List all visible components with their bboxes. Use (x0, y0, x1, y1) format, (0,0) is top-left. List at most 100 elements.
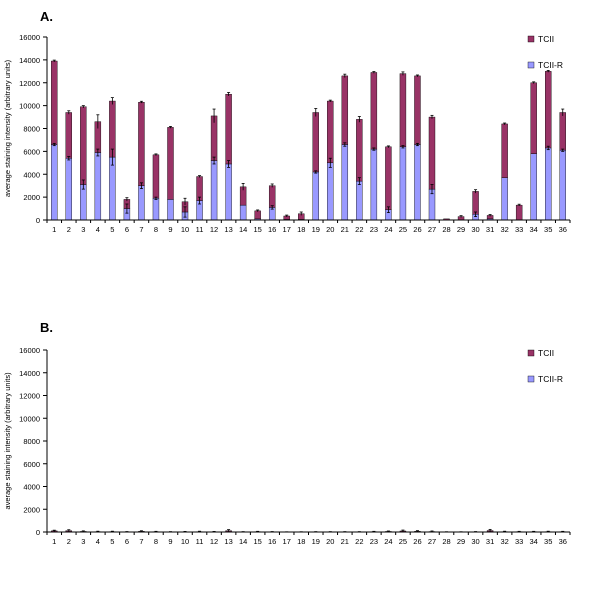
y-tick-label: 6000 (23, 460, 40, 469)
legend-label-tcii-r: TCII-R (538, 60, 563, 70)
bar-tcii (530, 82, 537, 154)
x-tick-label: 25 (399, 225, 407, 234)
bar-tcii (341, 75, 349, 145)
x-tick-label: 23 (370, 225, 378, 234)
x-tick-label: 34 (530, 537, 538, 546)
x-tick-label: 2 (67, 225, 71, 234)
chart-a: 0 2000 4000 6000 8000 10000 12000 14000 16000 ave… (3, 33, 571, 234)
x-tick-label: 4 (96, 225, 100, 234)
bar-tcii (414, 75, 421, 145)
x-tick-label: 3 (81, 537, 85, 546)
x-tick-label: 8 (154, 537, 158, 546)
y-tick-label: 2000 (23, 193, 40, 202)
x-tick-label: 18 (297, 537, 305, 546)
x-tick-label: 1 (52, 225, 56, 234)
bar-tcii (327, 100, 334, 164)
x-tick-label: 27 (428, 225, 436, 234)
x-tick-label: 22 (355, 537, 363, 546)
bar-tcii (225, 93, 232, 165)
bar-tcii (152, 154, 160, 199)
bar-tcii (80, 106, 87, 185)
bar-tcii (385, 146, 392, 210)
bar-tcii-r (94, 152, 102, 221)
legend-label-tcii: TCII (538, 34, 554, 44)
x-tick-label: 31 (486, 225, 494, 234)
y-tick-label: 12000 (19, 392, 40, 401)
bar-tcii-r (109, 156, 116, 221)
legend-swatch-tcii (527, 349, 535, 357)
bar-tcii-r (210, 160, 218, 221)
x-tick-label: 29 (457, 537, 465, 546)
x-tick-label: 32 (500, 225, 508, 234)
bar-tcii-r (501, 177, 508, 221)
bar-tcii (138, 101, 145, 186)
y-tick-label: 10000 (19, 102, 40, 111)
bar-tcii-r (559, 150, 566, 221)
bar-tcii-r (152, 198, 160, 221)
bar-tcii (428, 116, 436, 190)
x-tick-label: 17 (283, 225, 291, 234)
x-tick-label: 33 (515, 225, 523, 234)
bar-tcii-r (312, 171, 319, 221)
x-tick-label: 6 (125, 537, 129, 546)
x-tick-label: 24 (384, 537, 392, 546)
y-tick-label: 0 (36, 216, 40, 225)
x-tick-label: 9 (168, 537, 172, 546)
x-tick-label: 36 (559, 225, 567, 234)
x-tick-label: 6 (125, 225, 129, 234)
bar-tcii-r (80, 184, 87, 221)
bar-tcii-r (167, 199, 174, 221)
x-tick-label: 16 (268, 225, 276, 234)
x-tick-label: 2 (67, 537, 71, 546)
bar-tcii-r (414, 144, 421, 221)
bar-tcii (65, 112, 72, 159)
x-tick-label: 19 (312, 225, 320, 234)
x-tick-label: 15 (253, 225, 261, 234)
x-tick-label: 11 (196, 225, 204, 234)
bar-tcii-r (51, 144, 58, 221)
x-tick-label: 26 (413, 225, 421, 234)
legend-swatch-tcii-r (527, 375, 535, 383)
x-tick-label: 5 (110, 225, 114, 234)
bar-tcii (268, 185, 276, 208)
bar-tcii-r (65, 158, 72, 221)
bar-tcii (167, 127, 174, 200)
y-axis-label: average staining intensity (arbitrary un… (3, 372, 12, 510)
x-tick-label: 29 (457, 225, 465, 234)
y-tick-label: 8000 (23, 125, 40, 134)
y-tick-label: 14000 (19, 56, 40, 65)
x-tick-label: 33 (515, 537, 523, 546)
bar-tcii (501, 123, 508, 178)
x-tick-label: 1 (52, 537, 56, 546)
x-tick-label: 30 (471, 537, 479, 546)
x-tick-label: 5 (110, 537, 114, 546)
x-tick-label: 21 (341, 537, 349, 546)
bar-tcii-r (327, 162, 334, 221)
x-tick-label: 12 (210, 225, 218, 234)
legend-swatch-tcii-r (527, 61, 535, 69)
y-tick-label: 10000 (19, 414, 40, 423)
x-tick-label: 24 (384, 225, 392, 234)
x-tick-label: 20 (326, 537, 334, 546)
legend-swatch-tcii (527, 35, 535, 43)
x-tick-label: 7 (139, 225, 143, 234)
y-tick-label: 12000 (19, 79, 40, 88)
x-tick-label: 35 (544, 225, 552, 234)
x-tick-label: 22 (355, 225, 363, 234)
bar-tcii-r (225, 163, 232, 221)
bar-tcii (109, 100, 116, 158)
bar-tcii-r (239, 204, 247, 221)
x-tick-label: 36 (559, 537, 567, 546)
bar-tcii (312, 112, 319, 173)
bar-tcii (399, 73, 407, 147)
x-tick-label: 10 (181, 537, 189, 546)
bar-tcii (356, 119, 363, 182)
x-tick-label: 20 (326, 225, 334, 234)
bar-tcii (51, 60, 58, 145)
x-tick-label: 19 (312, 537, 320, 546)
x-tick-label: 26 (413, 537, 421, 546)
y-tick-label: 4000 (23, 170, 40, 179)
x-tick-label: 9 (168, 225, 172, 234)
panel-a-label: A. (40, 9, 53, 24)
x-tick-label: 15 (253, 537, 261, 546)
